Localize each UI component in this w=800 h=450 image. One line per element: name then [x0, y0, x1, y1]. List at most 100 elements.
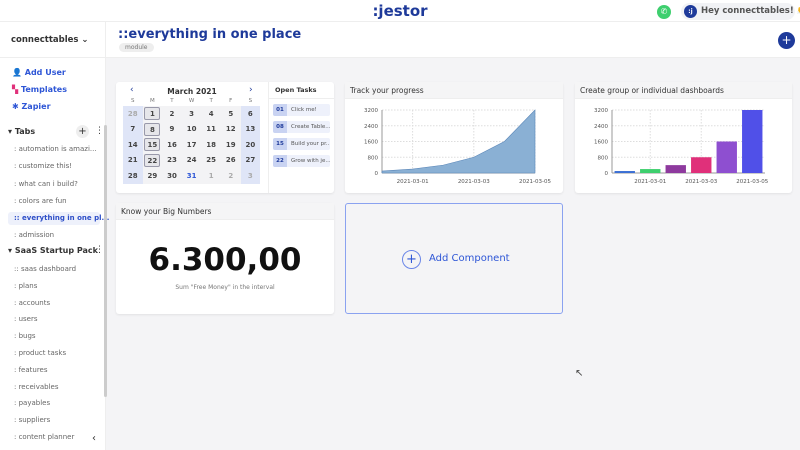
- sidebar-item[interactable]: : what can i build?: [14, 180, 78, 188]
- sidebar-item[interactable]: : receivables: [14, 382, 59, 391]
- calendar-day[interactable]: 3: [181, 106, 202, 122]
- tabs-section-toggle[interactable]: ▾ Tabs: [8, 127, 36, 136]
- more-icon[interactable]: ⋮: [95, 126, 104, 136]
- calendar-day[interactable]: 12: [220, 121, 241, 137]
- add-tab-button[interactable]: +: [76, 125, 89, 138]
- y-tick-label: 0: [605, 171, 609, 177]
- logo: :jestor: [372, 2, 428, 20]
- y-tick-label: 1600: [594, 140, 608, 146]
- sidebar-item[interactable]: : plans: [14, 281, 38, 290]
- calendar-day[interactable]: 28: [123, 168, 143, 184]
- y-tick-label: 3200: [364, 108, 378, 114]
- zapier-icon: ✱: [12, 102, 19, 111]
- calendar-day[interactable]: 8: [142, 121, 163, 137]
- calendar-day[interactable]: 2: [162, 106, 182, 122]
- calendar-day[interactable]: 26: [220, 152, 241, 168]
- calendar-day[interactable]: 20: [240, 137, 261, 153]
- weekday-label: M: [150, 98, 155, 104]
- calendar-day[interactable]: 3: [240, 168, 261, 184]
- sidebar-item[interactable]: : payables: [14, 399, 51, 408]
- x-tick-label: 2021-03-01: [634, 179, 666, 185]
- sidebar-item[interactable]: : admission: [14, 231, 55, 239]
- x-tick-label: 2021-03-01: [397, 179, 429, 185]
- whatsapp-icon[interactable]: ✆: [657, 5, 671, 19]
- sidebar-item[interactable]: : accounts: [14, 298, 51, 307]
- calendar-day[interactable]: 28: [123, 106, 143, 122]
- calendar-day[interactable]: 11: [201, 121, 221, 137]
- bar: [614, 171, 635, 173]
- sidebar-item[interactable]: : customize this!: [14, 162, 73, 170]
- mouse-cursor-icon: ↖: [575, 368, 584, 379]
- calendar-day[interactable]: 1: [201, 168, 221, 184]
- sidebar-item-active[interactable]: :: everything in one pl...: [8, 212, 109, 225]
- weekday-label: S: [248, 98, 253, 104]
- workspace-selector[interactable]: connecttables ⌄: [11, 35, 89, 45]
- calendar-day[interactable]: 15: [142, 137, 163, 153]
- add-user-link[interactable]: 👤 Add User: [12, 68, 66, 77]
- calendar-day[interactable]: 30: [162, 168, 182, 184]
- calendar-grid: S M T W T F S 28 1 2 3 4 5 6 7 8 9 10 11 12 13 14 15 16 17 18 19 20…: [123, 96, 261, 184]
- calendar-day[interactable]: 10: [181, 121, 202, 137]
- calendar-day[interactable]: 1: [142, 106, 163, 122]
- x-tick-label: 2021-03-05: [736, 179, 768, 185]
- task-item[interactable]: 15 Build your pr...: [273, 138, 330, 150]
- sidebar-item[interactable]: : features: [14, 365, 48, 374]
- sidebar-item[interactable]: : colors are fun: [14, 197, 67, 205]
- calendar-day[interactable]: 29: [142, 168, 163, 184]
- calendar-day[interactable]: 19: [220, 137, 241, 153]
- zapier-link[interactable]: ✱ Zapier: [12, 102, 51, 111]
- calendar-day[interactable]: 2: [220, 168, 241, 184]
- calendar-day[interactable]: 13: [240, 121, 261, 137]
- task-item[interactable]: 22 Grow with je...: [273, 155, 330, 167]
- sidebar-item[interactable]: : suppliers: [14, 416, 51, 425]
- big-number-caption: Sum "Free Money" in the interval: [175, 284, 275, 291]
- big-number-value: 6.300,00: [148, 242, 302, 278]
- sidebar-item[interactable]: : automation is amazi...: [14, 145, 97, 153]
- calendar-day[interactable]: 22: [142, 152, 163, 168]
- sidebar-item[interactable]: : bugs: [14, 332, 36, 341]
- calendar-day[interactable]: 24: [181, 152, 202, 168]
- sidebar: connecttables ⌄ 👤 Add User ▚ Templates ✱…: [0, 22, 109, 450]
- calendar-day[interactable]: 7: [123, 121, 143, 137]
- add-component-button[interactable]: + Add Component: [345, 203, 563, 314]
- calendar-day[interactable]: 6: [240, 106, 261, 122]
- bar-chart: 0 800 1600 2400 3200 2021-03-01 2021-03-03 2021…: [594, 108, 769, 185]
- plus-icon: +: [402, 250, 421, 269]
- collapse-sidebar-icon[interactable]: ‹: [92, 433, 96, 444]
- next-month-button[interactable]: ›: [249, 85, 253, 95]
- user-greeting: Hey connecttables! 👏: [701, 6, 800, 16]
- task-item[interactable]: 01 Click me!: [273, 104, 330, 116]
- card-title: Track your progress: [345, 82, 563, 99]
- area-chart: 0 800 1600 2400 3200 2021-03-01 2021-03-03 2021…: [364, 108, 551, 185]
- calendar-day[interactable]: 16: [162, 137, 182, 153]
- y-tick-label: 3200: [594, 108, 608, 114]
- sidebar-item[interactable]: : content planner: [14, 433, 75, 441]
- calendar-day[interactable]: 14: [123, 137, 143, 153]
- task-label: Build your pr...: [291, 141, 330, 147]
- calendar-day[interactable]: 21: [123, 152, 143, 168]
- sidebar-item[interactable]: :: saas dashboard: [14, 265, 77, 273]
- more-icon[interactable]: ⋮: [95, 245, 104, 255]
- y-tick-label: 800: [598, 155, 609, 161]
- calendar-day[interactable]: 5: [220, 106, 241, 122]
- calendar-day[interactable]: 4: [201, 106, 221, 122]
- y-tick-label: 1600: [364, 140, 378, 146]
- calendar-day[interactable]: 31: [181, 168, 202, 184]
- scrollbar[interactable]: [104, 125, 107, 397]
- prev-month-button[interactable]: ‹: [130, 85, 134, 95]
- calendar-day[interactable]: 25: [201, 152, 221, 168]
- task-item[interactable]: 08 Create Table...: [273, 121, 330, 133]
- calendar-day[interactable]: 27: [240, 152, 261, 168]
- pack-section-toggle[interactable]: ▾ SaaS Startup Pack: [8, 246, 98, 255]
- dashboards-card: Create group or individual dashboards 0 8…: [575, 82, 792, 193]
- calendar-day[interactable]: 9: [162, 121, 182, 137]
- add-button[interactable]: +: [778, 32, 795, 49]
- calendar-day[interactable]: 17: [181, 137, 202, 153]
- sidebar-item[interactable]: : product tasks: [14, 349, 67, 357]
- calendar-day[interactable]: 18: [201, 137, 221, 153]
- calendar-day[interactable]: 23: [162, 152, 182, 168]
- templates-link[interactable]: ▚ Templates: [12, 85, 67, 94]
- sidebar-item[interactable]: : users: [14, 315, 38, 324]
